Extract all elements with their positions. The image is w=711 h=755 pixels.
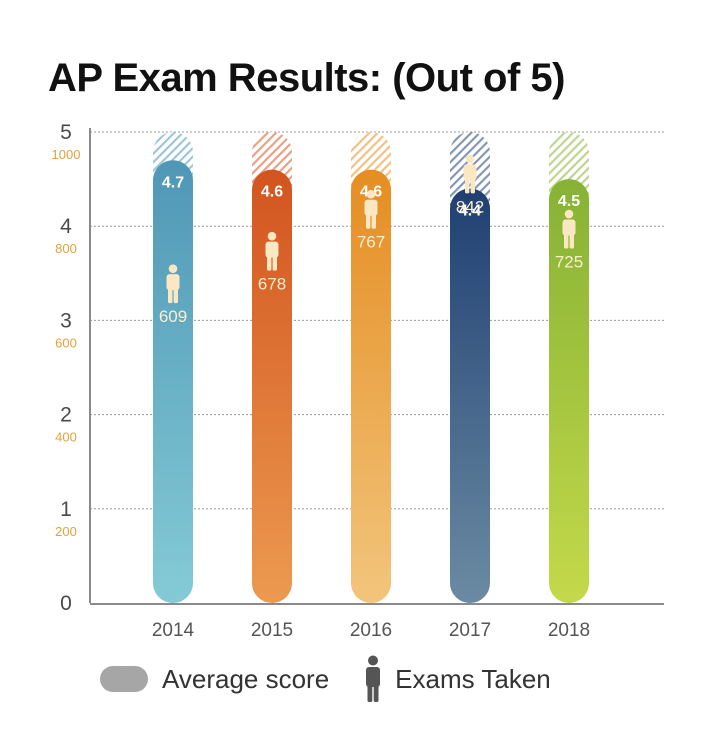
x-tick-label: 2017 [449, 620, 491, 640]
chart-plot: 0 1 2 3 4 5 200 400 600 800 1000 4.7 609 4.6 678 4.676… [52, 121, 664, 640]
bar-2016: 4.6767 [351, 132, 391, 603]
person-icon [166, 264, 180, 304]
y2-tick-label: 800 [55, 241, 77, 256]
score-label: 4.4 [459, 203, 481, 220]
person-icon [366, 655, 381, 702]
bar-2018: 4.5 725 [549, 132, 589, 603]
y2-tick-label: 400 [55, 430, 77, 445]
score-label: 4.7 [162, 174, 184, 191]
legend: Average score Exams Taken [100, 655, 551, 703]
bar-2015: 4.6 678 [252, 132, 292, 603]
x-tick-label: 2014 [152, 620, 195, 640]
y-axis: 0 1 2 3 4 5 200 400 600 800 1000 [52, 121, 91, 615]
exams-count-label: 609 [159, 307, 187, 326]
bar-2014: 4.7 609 [153, 132, 193, 603]
bar-average-score [450, 188, 490, 603]
person-icon [562, 209, 576, 249]
y2-tick-label: 600 [55, 335, 77, 350]
bar-average-score [549, 179, 589, 603]
legend-average-swatch [100, 666, 148, 692]
x-tick-label: 2015 [251, 620, 293, 640]
person-icon [265, 231, 279, 271]
exams-count-label: 678 [258, 275, 286, 294]
bar-average-score [351, 169, 391, 603]
y2-tick-label: 200 [55, 524, 77, 539]
y-tick-label: 4 [60, 215, 72, 238]
y-tick-label: 1 [60, 498, 72, 521]
bar-average-score [153, 160, 193, 603]
score-label: 4.6 [261, 184, 283, 201]
y2-tick-label: 1000 [52, 147, 81, 162]
y-tick-label: 0 [60, 592, 72, 615]
x-tick-label: 2016 [350, 620, 392, 640]
person-icon [364, 189, 378, 229]
bar-average-score [252, 169, 292, 603]
exams-count-label: 842 [456, 197, 484, 216]
exams-count-label: 725 [555, 253, 583, 272]
y-tick-label: 3 [60, 309, 72, 332]
exams-count-label: 767 [357, 233, 385, 252]
chart-title: AP Exam Results: (Out of 5) [48, 56, 565, 100]
score-label: 4.5 [558, 193, 580, 210]
x-axis: 2014 2015 2016 2017 2018 [90, 603, 664, 640]
legend-average-label: Average score [162, 663, 330, 694]
y-tick-label: 2 [60, 404, 72, 427]
y-tick-label: 5 [60, 121, 72, 144]
legend-exams-label: Exams Taken [395, 663, 551, 694]
x-tick-label: 2018 [548, 620, 590, 640]
person-icon [463, 154, 477, 194]
